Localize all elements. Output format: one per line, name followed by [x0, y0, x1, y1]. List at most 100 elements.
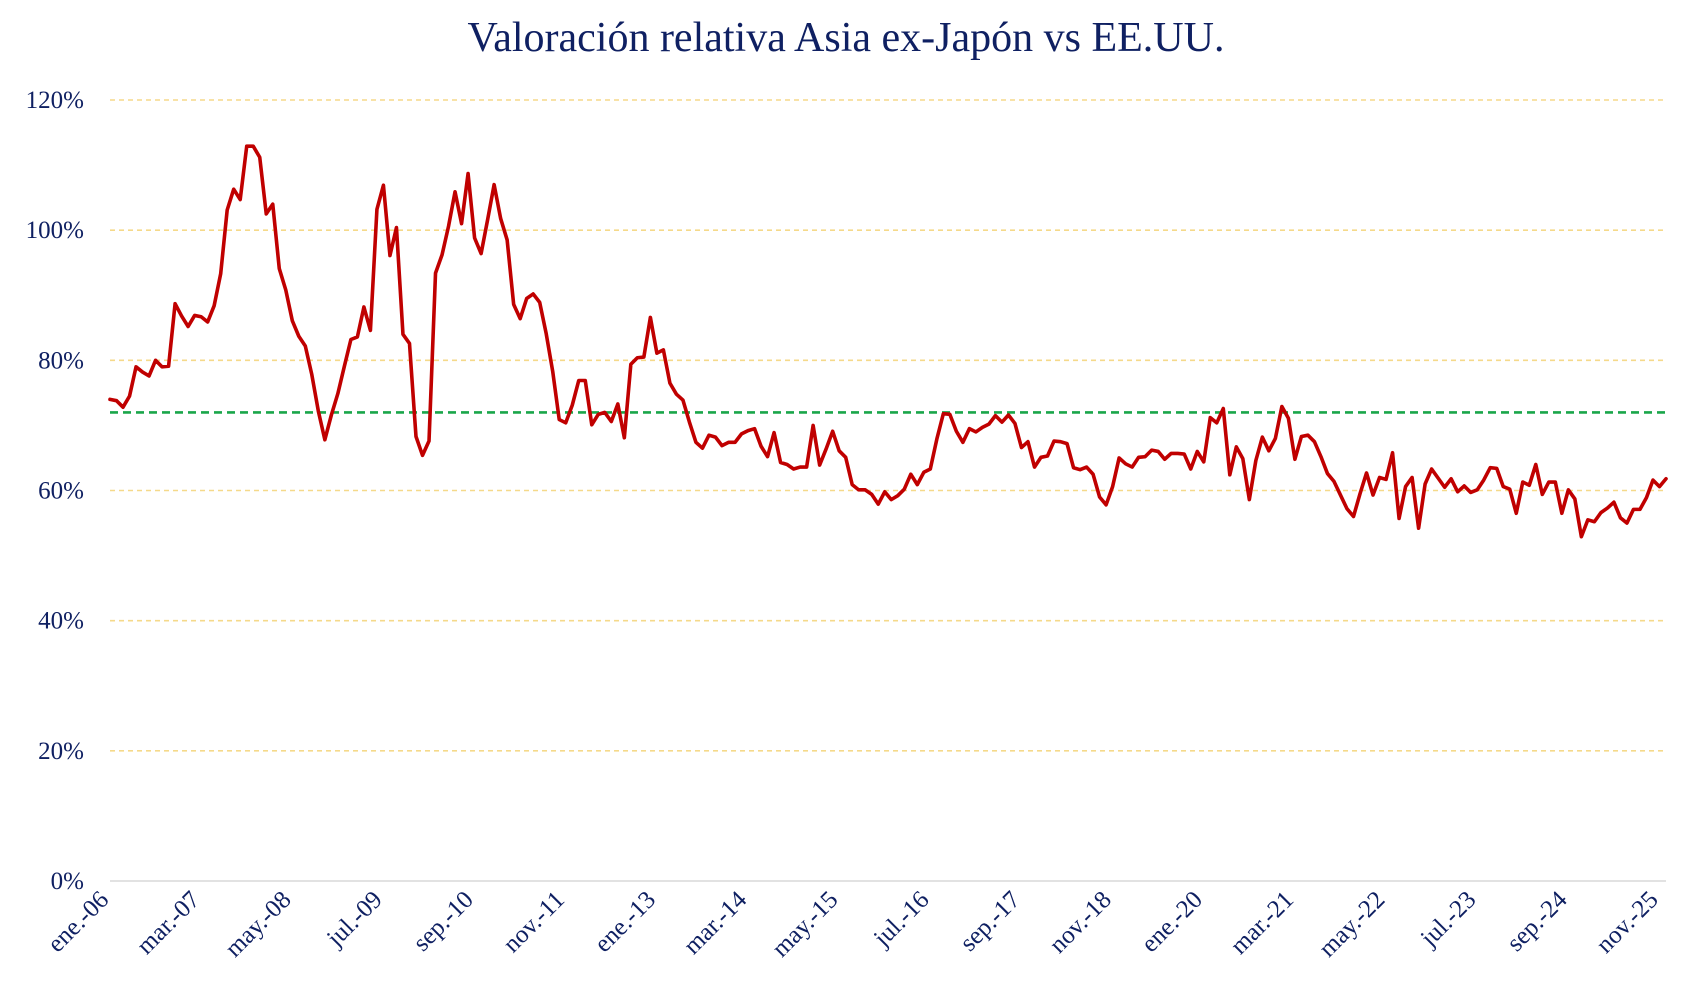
data-point: [538, 301, 541, 304]
data-point: [942, 412, 945, 415]
data-point: [226, 208, 229, 211]
data-point: [551, 370, 554, 373]
data-point: [193, 314, 196, 317]
data-point: [629, 363, 632, 366]
data-point: [1385, 478, 1388, 481]
data-point: [1463, 484, 1466, 487]
data-point: [1567, 488, 1570, 491]
data-point: [1293, 458, 1296, 461]
data-point: [460, 222, 463, 225]
x-tick-label: jul.-09: [321, 886, 387, 952]
data-point: [310, 373, 313, 376]
data-point: [284, 289, 287, 292]
data-point: [245, 145, 248, 148]
data-point: [1352, 515, 1355, 518]
data-point: [720, 444, 723, 447]
data-point: [577, 379, 580, 382]
data-point: [1424, 482, 1427, 485]
data-point: [428, 440, 431, 443]
data-point: [1495, 467, 1498, 470]
data-point: [388, 254, 391, 257]
y-tick-label: 40%: [38, 608, 84, 635]
series-line-valoracion-relativa: [108, 144, 1668, 539]
data-point: [948, 413, 951, 416]
data-point: [1482, 479, 1485, 482]
data-point: [968, 427, 971, 430]
data-point: [1586, 518, 1589, 521]
x-tick-label: may.-15: [767, 886, 843, 962]
y-tick-label: 0%: [51, 868, 84, 895]
data-point: [1280, 405, 1283, 408]
x-tick-label: nov.-25: [1591, 886, 1663, 958]
data-point: [1345, 507, 1348, 510]
data-point: [174, 302, 177, 305]
data-point: [1105, 503, 1108, 506]
data-point: [1046, 455, 1049, 458]
data-point: [694, 441, 697, 444]
data-point: [122, 406, 125, 409]
data-point: [786, 463, 789, 466]
data-point: [851, 483, 854, 486]
data-point: [1378, 476, 1381, 479]
y-axis-ticks: 0% 20% 40% 60% 80% 100% 120%: [26, 87, 84, 895]
data-point: [239, 198, 242, 201]
data-point: [1072, 466, 1075, 469]
data-point: [929, 468, 932, 471]
data-point: [1476, 488, 1479, 491]
data-point: [1222, 407, 1225, 410]
data-point: [473, 236, 476, 239]
data-point: [330, 414, 333, 417]
data-point: [896, 494, 899, 497]
data-point: [792, 468, 795, 471]
data-point: [1300, 435, 1303, 438]
data-point: [1593, 520, 1596, 523]
data-point: [1573, 497, 1576, 500]
data-point: [818, 464, 821, 467]
data-point: [519, 317, 522, 320]
data-point: [1359, 492, 1362, 495]
y-tick-label: 20%: [38, 738, 84, 765]
x-tick-label: mar.-07: [132, 886, 206, 960]
data-point: [747, 429, 750, 432]
data-point: [799, 466, 802, 469]
data-point: [812, 424, 815, 427]
chart-title: Valoración relativa Asia ex-Japón vs EE.…: [467, 15, 1225, 61]
data-point: [1176, 452, 1179, 455]
data-point: [1619, 516, 1622, 519]
data-point: [1066, 442, 1069, 445]
data-point: [349, 338, 352, 341]
data-point: [642, 356, 645, 359]
data-point: [1437, 477, 1440, 480]
x-tick-label: may.-22: [1314, 886, 1390, 962]
data-point: [1404, 485, 1407, 488]
data-point: [734, 441, 737, 444]
data-point: [597, 413, 600, 416]
data-point: [1215, 421, 1218, 424]
data-point: [662, 348, 665, 351]
data-point: [1612, 501, 1615, 504]
data-point: [655, 352, 658, 355]
data-point: [148, 374, 151, 377]
y-tick-label: 60%: [38, 478, 84, 505]
data-point: [369, 329, 372, 332]
data-point: [981, 426, 984, 429]
data-point: [1417, 527, 1420, 530]
data-point: [890, 498, 893, 501]
data-point: [571, 404, 574, 407]
data-point: [558, 418, 561, 421]
data-point: [1137, 456, 1140, 459]
data-point: [336, 392, 339, 395]
data-point: [727, 441, 730, 444]
data-point: [362, 305, 365, 308]
data-point: [877, 503, 880, 506]
data-point: [1599, 511, 1602, 514]
x-tick-label: ene.-13: [590, 886, 662, 958]
data-point: [961, 441, 964, 444]
data-point: [1606, 507, 1609, 510]
data-point: [760, 445, 763, 448]
data-point: [219, 272, 222, 275]
data-point: [1020, 446, 1023, 449]
data-point: [1124, 462, 1127, 465]
data-point: [258, 156, 261, 159]
